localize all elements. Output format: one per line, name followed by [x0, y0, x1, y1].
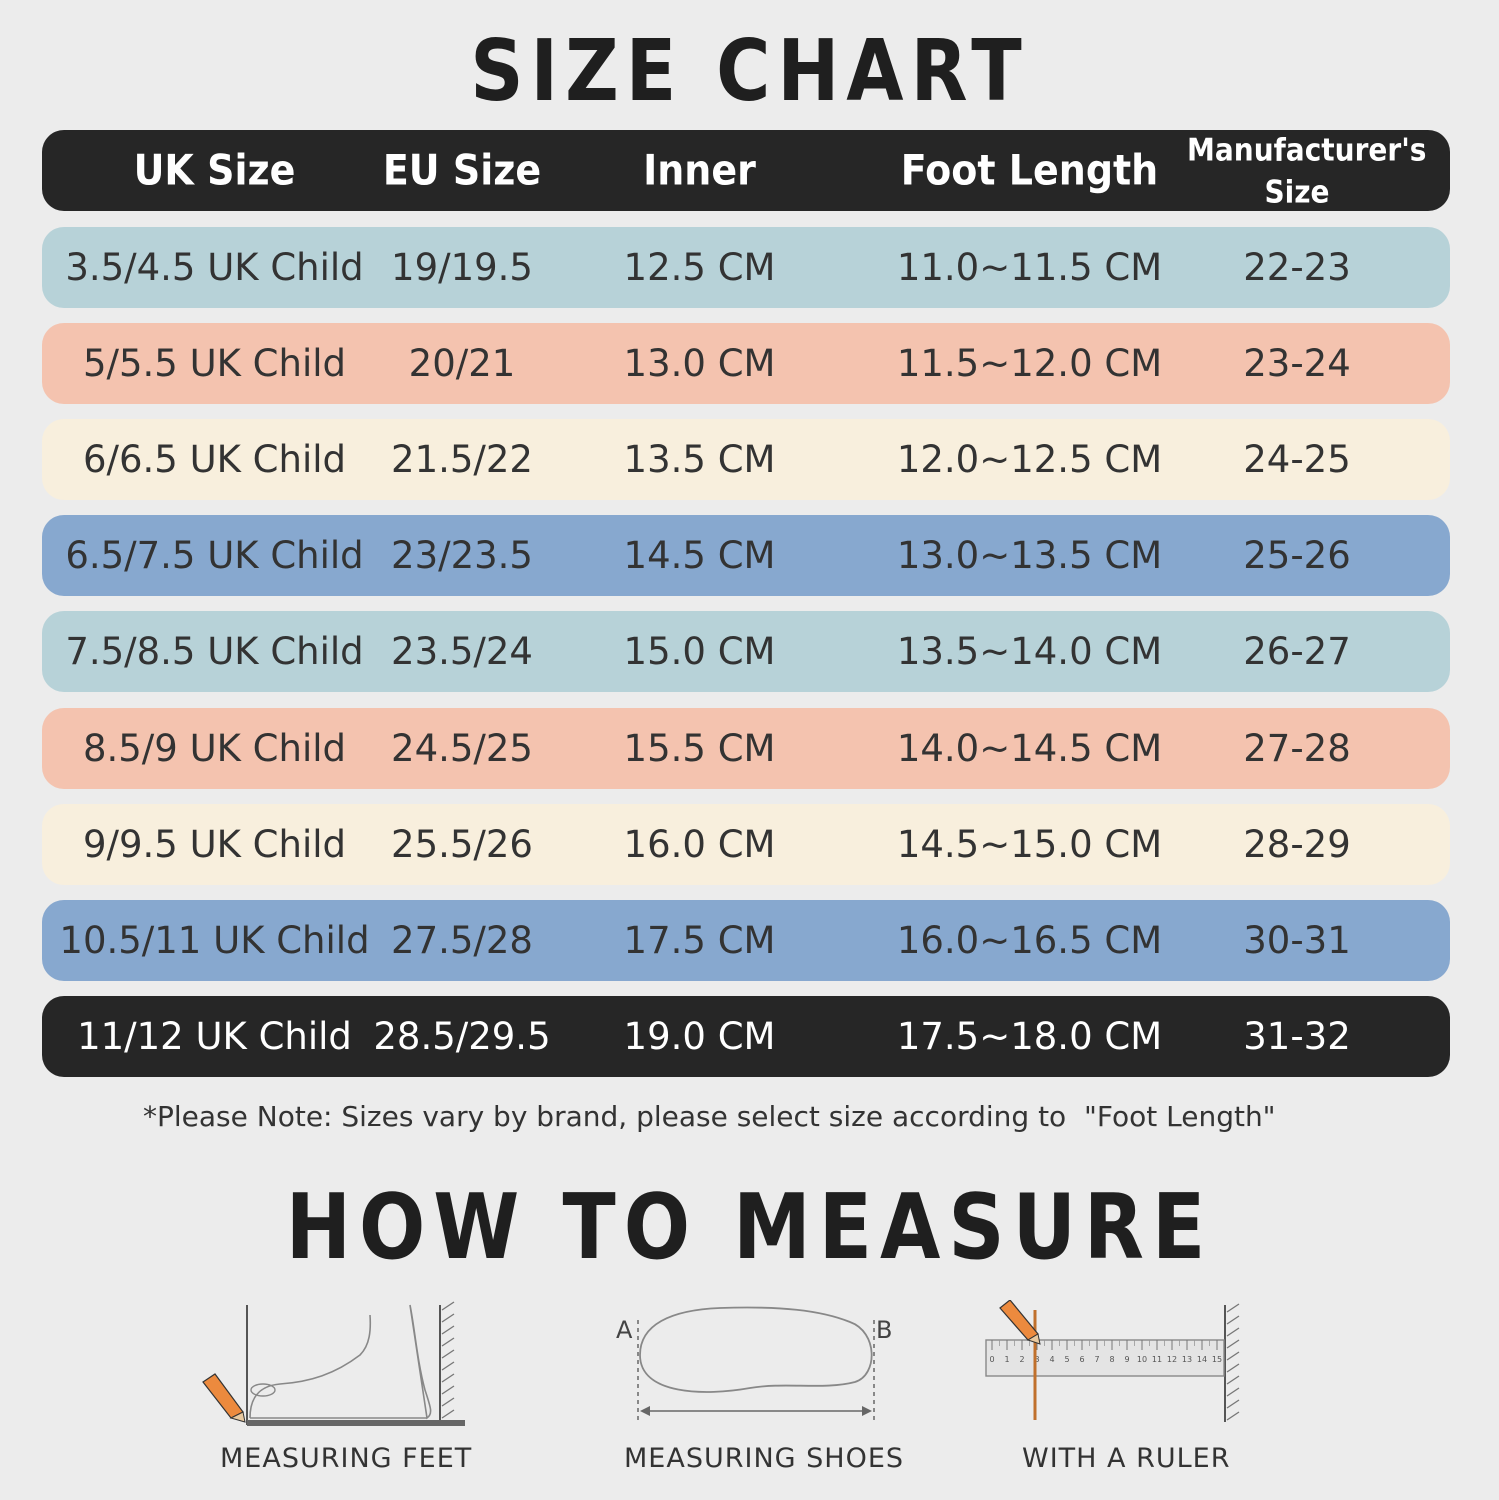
table-row: 10.5/11 UK Child 27.5/28 17.5 CM 16.0~16.5 …: [42, 899, 1450, 981]
ruler-tick-label: 5: [1064, 1355, 1069, 1364]
pencil-icon: [999, 1300, 1041, 1345]
cell-manufacturer-size: 24-25: [1243, 438, 1351, 482]
cell-inner-length: 15.5 CM: [623, 726, 776, 770]
ruler-tick-label: 8: [1109, 1355, 1114, 1364]
cell-foot-length: 11.5~12.0 CM: [896, 342, 1163, 386]
header-foot-length: Foot Length: [900, 145, 1159, 195]
cell-eu-size: 20/21: [408, 342, 516, 386]
cell-inner-length: 12.5 CM: [623, 246, 776, 289]
ruler-tick-label: 7: [1094, 1355, 1099, 1364]
cell-inner-length: 16.0 CM: [623, 822, 776, 866]
ruler-tick-label: 10: [1137, 1355, 1147, 1364]
ruler-tick-label: 6: [1079, 1355, 1084, 1364]
ruler-tick-label: 2: [1019, 1355, 1024, 1364]
cell-uk-size: 10.5/11 UK Child: [59, 918, 370, 962]
cell-uk-size: 9/9.5 UK Child: [82, 822, 347, 866]
measuring-shoes-illustration: A B: [616, 1306, 892, 1420]
cell-inner-length: 13.0 CM: [623, 342, 776, 386]
ruler-tick-label: 14: [1197, 1355, 1207, 1364]
ruler-tick-label: 11: [1152, 1355, 1162, 1364]
label-b: B: [876, 1316, 892, 1344]
cell-manufacturer-size: 22-23: [1243, 246, 1351, 289]
ruler-illustration: 0 1 2 3 4 5 6 7 8 9 10 11 12 13 14 15: [985, 1300, 1240, 1422]
cell-foot-length: 14.0~14.5 CM: [896, 726, 1163, 770]
cell-foot-length: 13.5~14.0 CM: [896, 630, 1163, 674]
cell-foot-length: 12.0~12.5 CM: [896, 438, 1163, 482]
ruler-ticks: 0 1 2 3 4 5 6 7 8 9 10 11 12 13 14 15: [989, 1340, 1222, 1364]
cell-eu-size: 23.5/24: [391, 630, 533, 674]
cell-uk-size: 11/12 UK Child: [77, 1014, 352, 1058]
cell-inner-length: 17.5 CM: [623, 918, 776, 962]
cell-uk-size: 3.5/4.5 UK Child: [65, 246, 364, 289]
ruler-tick-label: 0: [989, 1355, 994, 1364]
header-uk-size: UK Size: [133, 145, 296, 195]
header-inner-length: Inner Length: [625, 145, 774, 284]
cell-manufacturer-size: 26-27: [1243, 630, 1351, 674]
ruler-tick-label: 3: [1034, 1355, 1039, 1364]
cell-foot-length: 17.5~18.0 CM: [896, 1014, 1163, 1058]
cell-eu-size: 21.5/22: [391, 438, 533, 482]
cell-manufacturer-size: 31-32: [1243, 1014, 1351, 1058]
cell-manufacturer-size: 25-26: [1243, 534, 1351, 578]
ruler-tick-label: 15: [1212, 1355, 1222, 1364]
table-row: 8.5/9 UK Child 24.5/25 15.5 CM 14.0~14.5 CM…: [42, 707, 1450, 789]
table-row: 7.5/8.5 UK Child 23.5/24 15.0 CM 13.5~14.0 …: [42, 611, 1450, 693]
ruler-tick-label: 12: [1167, 1355, 1177, 1364]
cell-inner-length: 14.5 CM: [623, 534, 776, 578]
cell-uk-size: 6/6.5 UK Child: [82, 438, 347, 482]
cell-eu-size: 28.5/29.5: [373, 1014, 551, 1058]
cell-eu-size: 25.5/26: [391, 822, 533, 866]
ruler-tick-label: 9: [1124, 1355, 1129, 1364]
table-header: UK Size EU Size Inner Length Foot Length…: [42, 130, 1450, 283]
ruler-tick-label: 1: [1004, 1355, 1009, 1364]
cell-foot-length: 14.5~15.0 CM: [896, 822, 1163, 866]
caption-measuring-feet: MEASURING FEET: [220, 1443, 473, 1474]
measuring-feet-illustration: [202, 1301, 465, 1426]
cell-eu-size: 27.5/28: [391, 918, 533, 962]
size-chart-title: SIZE CHART: [470, 21, 1029, 121]
cell-foot-length: 11.0~11.5 CM: [896, 246, 1163, 289]
table-row: 9/9.5 UK Child 25.5/26 16.0 CM 14.5~15.0 CM…: [42, 803, 1450, 885]
cell-inner-length: 13.5 CM: [623, 438, 776, 482]
caption-with-ruler: WITH A RULER: [1022, 1443, 1231, 1474]
table-row: 6.5/7.5 UK Child 23/23.5 14.5 CM 13.0~13.5 …: [42, 515, 1450, 597]
caption-measuring-shoes: MEASURING SHOES: [624, 1443, 905, 1474]
cell-manufacturer-size: 30-31: [1243, 918, 1351, 962]
cell-inner-length: 19.0 CM: [623, 1014, 776, 1058]
how-to-measure-title: HOW TO MEASURE: [285, 1176, 1214, 1280]
size-note: *Please Note: Sizes vary by brand, pleas…: [143, 1100, 1276, 1133]
table-row: 3.5/4.5 UK Child 19/19.5 12.5 CM 11.0~11.5 …: [42, 227, 1450, 308]
table-row: 5/5.5 UK Child 20/21 13.0 CM 11.5~12.0 CM 23…: [42, 323, 1450, 405]
header-manufacturer-size: Manufacturer's Size: [1187, 132, 1427, 211]
cell-eu-size: 24.5/25: [391, 726, 533, 770]
label-a: A: [616, 1316, 633, 1344]
cell-foot-length: 16.0~16.5 CM: [896, 918, 1163, 962]
cell-eu-size: 19/19.5: [391, 246, 533, 289]
cell-uk-size: 7.5/8.5 UK Child: [65, 630, 364, 674]
ruler-tick-label: 4: [1049, 1355, 1054, 1364]
cell-uk-size: 5/5.5 UK Child: [82, 342, 347, 386]
cell-manufacturer-size: 23-24: [1243, 342, 1351, 386]
table-row: 11/12 UK Child 28.5/29.5 19.0 CM 17.5~18.0 …: [42, 995, 1450, 1077]
cell-uk-size: 6.5/7.5 UK Child: [65, 534, 364, 578]
cell-inner-length: 15.0 CM: [623, 630, 776, 674]
ruler: [985, 1339, 1225, 1377]
header-eu-size: EU Size: [382, 145, 542, 195]
cell-manufacturer-size: 28-29: [1243, 822, 1351, 866]
cell-manufacturer-size: 27-28: [1243, 726, 1351, 770]
cell-eu-size: 23/23.5: [391, 534, 533, 578]
table-row: 6/6.5 UK Child 21.5/22 13.5 CM 12.0~12.5 CM…: [42, 419, 1450, 501]
cell-uk-size: 8.5/9 UK Child: [82, 726, 347, 770]
cell-foot-length: 13.0~13.5 CM: [896, 534, 1163, 578]
ruler-tick-label: 13: [1182, 1355, 1192, 1364]
pencil-icon: [202, 1373, 246, 1423]
